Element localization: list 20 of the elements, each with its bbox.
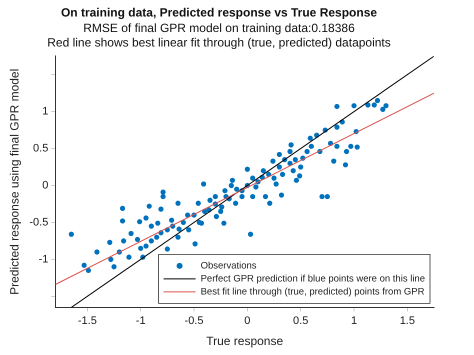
text: Red line shows best linear fit through (true, predicted) datapoints xyxy=(47,35,391,50)
x-tick-label: 1.5 xyxy=(400,315,415,328)
x-tick-label: 0 xyxy=(244,315,250,328)
legend-label: Perfect GPR prediction if blue points were on this line xyxy=(200,274,426,285)
x-axis-title: True response xyxy=(206,334,284,348)
x-tick-label: -0.5 xyxy=(184,315,204,328)
x-tick-label: -1 xyxy=(136,315,146,328)
legend-label: Best fit line through (true, predicted) points from GPR xyxy=(200,286,425,298)
x-tick-label: -1.5 xyxy=(78,315,97,328)
y-tick-label: 1 xyxy=(42,106,48,118)
y-axis-title: Predicted response using final GPR model xyxy=(8,68,22,295)
x-tick-label: 0.5 xyxy=(293,315,308,328)
y-tick-label: 0 xyxy=(42,180,48,192)
y-tick-label: -0.5 xyxy=(29,216,48,228)
chart-subtitle: RMSE of final GPR model on training data:0.18386 xyxy=(83,20,356,35)
legend-label: Observations xyxy=(200,260,257,272)
chart-title: On training data, Predicted response vs True Response xyxy=(60,6,378,20)
y-tick-label: 0.5 xyxy=(33,142,48,155)
x-tick-label: 1 xyxy=(350,315,358,328)
y-tick-label: -1 xyxy=(38,253,48,266)
